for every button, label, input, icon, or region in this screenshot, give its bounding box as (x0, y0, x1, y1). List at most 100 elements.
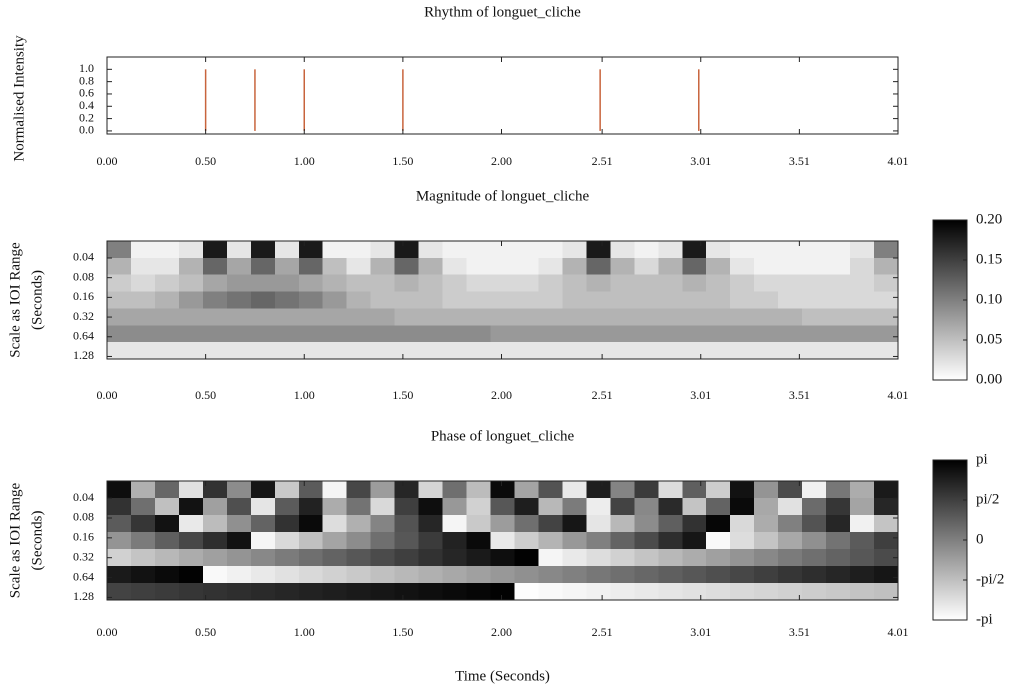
heatmap-cell (634, 325, 659, 343)
heatmap-cell (514, 325, 540, 343)
heatmap-cell (706, 515, 731, 533)
x-tick-label: 0.00 (97, 388, 118, 402)
heatmap-cell (586, 274, 611, 293)
heatmap-cell (706, 257, 731, 276)
heatmap-cell (802, 498, 827, 516)
x-tick-label: 2.00 (491, 625, 512, 639)
heatmap-cell (802, 342, 827, 360)
heatmap-cell (274, 481, 300, 499)
chart-title: Rhythm of longuet_cliche (424, 4, 581, 20)
heatmap-cell (730, 241, 755, 259)
x-tick-label: 4.01 (888, 625, 909, 639)
heatmap-cell (370, 532, 396, 550)
heatmap-cell (514, 257, 540, 276)
heatmap-cell (322, 583, 348, 601)
heatmap-cell (658, 257, 683, 276)
heatmap-cell (322, 257, 348, 276)
heatmap-cell (802, 532, 827, 550)
heatmap-cell (178, 241, 204, 259)
heatmap-cell (634, 566, 659, 584)
heatmap-cell (850, 583, 875, 601)
heatmap-cell (874, 515, 899, 533)
heatmap-cell (682, 241, 707, 259)
heatmap-cell (754, 308, 779, 326)
y-tick-label: 0.08 (73, 510, 94, 524)
heatmap-cell (730, 549, 755, 567)
heatmap-cell (442, 291, 468, 310)
heatmap-cell (562, 481, 587, 499)
colorbar (932, 459, 968, 621)
heatmap-cell (682, 274, 707, 293)
heatmap-cell (394, 308, 420, 326)
heatmap-cell (850, 532, 875, 550)
heatmap-cell (490, 583, 516, 601)
heatmap-cell (538, 481, 564, 499)
heatmap-cell (298, 498, 324, 516)
heatmap-cell (754, 291, 779, 310)
heatmap-cell (394, 566, 420, 584)
colorbar-tick-label: 0.15 (976, 251, 1002, 267)
heatmap-cell (658, 241, 683, 259)
colorbar-tick-label: pi/2 (976, 491, 999, 507)
heatmap-cell (250, 308, 276, 326)
heatmap-cell (586, 515, 611, 533)
heatmap-cell (154, 583, 180, 601)
heatmap-cell (610, 291, 635, 310)
heatmap-cell (586, 583, 611, 601)
x-tick-label: 1.50 (392, 388, 413, 402)
heatmap-cell (107, 257, 132, 276)
chart-title: Phase of longuet_cliche (431, 428, 575, 444)
heatmap-cell (778, 498, 803, 516)
heatmap-cell (442, 566, 468, 584)
heatmap-cell (658, 308, 683, 326)
heatmap-cell (682, 498, 707, 516)
chart-title: Magnitude of longuet_cliche (416, 188, 590, 204)
heatmap-cell (466, 308, 492, 326)
heatmap-cell (682, 325, 707, 343)
heatmap-cell (802, 325, 827, 343)
x-tick-label: 3.01 (690, 154, 711, 168)
heatmap-cell (298, 583, 324, 601)
heatmap-cell (226, 308, 252, 326)
heatmap-cell (130, 481, 156, 499)
heatmap-cell (107, 308, 132, 326)
heatmap-cell (107, 549, 132, 567)
heatmap-cell (130, 515, 156, 533)
heatmap-cell (346, 566, 372, 584)
heatmap-cell (706, 566, 731, 584)
heatmap-cell (802, 308, 827, 326)
heatmap-cell (298, 515, 324, 533)
heatmap-cell (202, 583, 228, 601)
heatmap-cell (778, 274, 803, 293)
heatmap-cell (418, 274, 444, 293)
heatmap-cell (754, 241, 779, 259)
heatmap-cell (610, 481, 635, 499)
colorbar-tick-label: -pi (976, 611, 993, 627)
heatmap-cell (538, 583, 564, 601)
heatmap-cell (394, 274, 420, 293)
heatmap-cell (370, 549, 396, 567)
heatmap-cell (586, 342, 611, 360)
heatmap-cell (418, 566, 444, 584)
heatmap-cell (634, 274, 659, 293)
heatmap-cell (850, 257, 875, 276)
heatmap-cell (802, 515, 827, 533)
heatmap-cell (107, 481, 132, 499)
heatmap-cell (562, 274, 587, 293)
heatmap-cell (107, 342, 132, 360)
heatmap-cell (514, 566, 540, 584)
heatmap-cell (466, 342, 492, 360)
heatmap-cell (850, 498, 875, 516)
heatmap-cell (370, 308, 396, 326)
heatmap-cell (298, 549, 324, 567)
heatmap-cell (538, 566, 564, 584)
heatmap-cell (274, 257, 300, 276)
heatmap-cell (850, 325, 875, 343)
y-axis-label: Scale as IOI Range (7, 242, 23, 358)
heatmap-cell (178, 342, 204, 360)
y-tick-label: 0.2 (79, 110, 94, 124)
heatmap-cell (202, 325, 228, 343)
heatmap-cell (610, 532, 635, 550)
heatmap-cell (634, 308, 659, 326)
